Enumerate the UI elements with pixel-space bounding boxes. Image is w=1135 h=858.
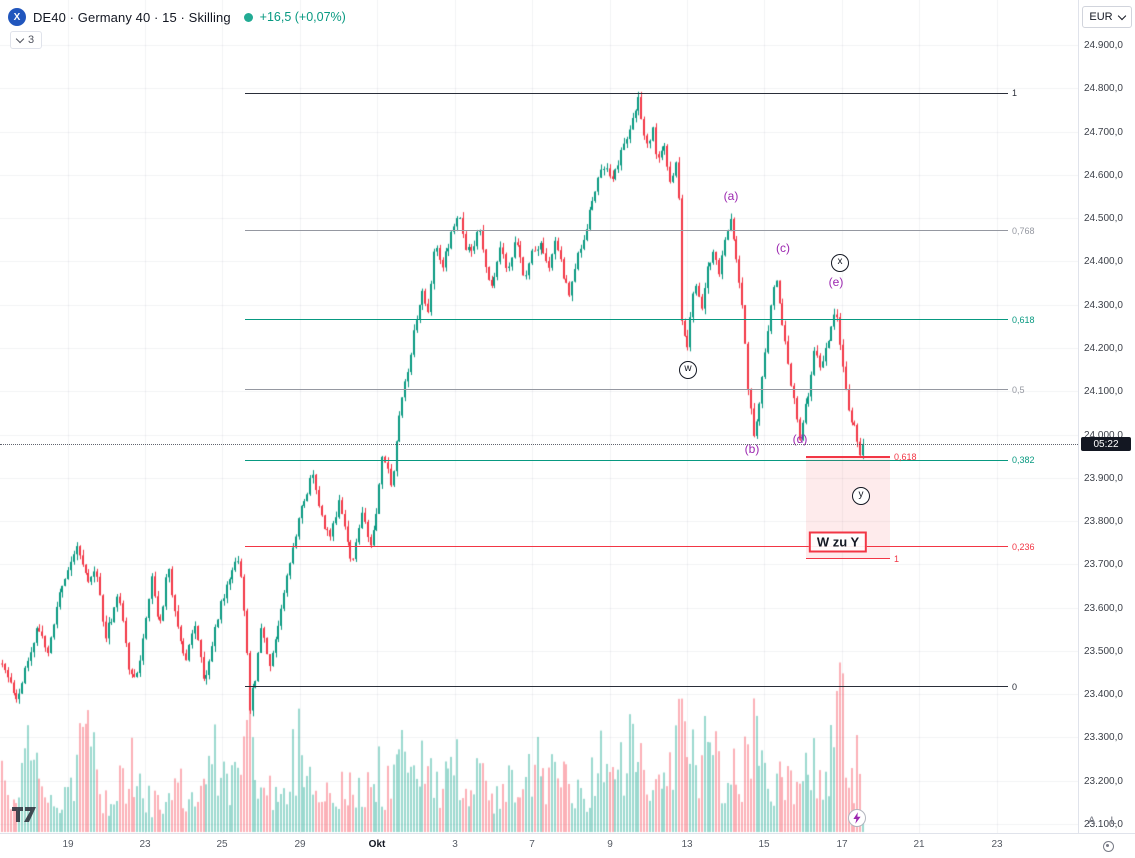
- price-tick-label: 24.700,0: [1084, 126, 1123, 138]
- currency-dropdown[interactable]: EUR: [1082, 6, 1132, 28]
- price-axis[interactable]: 24.900,0 24.800,0 24.700,0 24.600,0 24.500,0…: [1078, 0, 1135, 833]
- currency-label: EUR: [1089, 11, 1113, 23]
- chevron-down-icon: [1117, 11, 1126, 21]
- price-tick-label: 24.100,0: [1084, 386, 1123, 398]
- price-tick-label: 24.500,0: [1084, 213, 1123, 225]
- price-tick-label: 23.400,0: [1084, 689, 1123, 701]
- price-tick-label: 24.200,0: [1084, 342, 1123, 354]
- axis-settings-icon[interactable]: [1101, 839, 1115, 853]
- time-tick-label: 13: [681, 839, 693, 850]
- price-tick-label: 23.200,0: [1084, 775, 1123, 787]
- time-tick-label: 21: [913, 839, 925, 850]
- candlestick-chart[interactable]: [0, 0, 1078, 833]
- time-tick-label: 17: [836, 839, 848, 850]
- price-tick-label: 24.400,0: [1084, 256, 1123, 268]
- price-tick-label: 24.600,0: [1084, 169, 1123, 181]
- time-tick-label: 23: [991, 839, 1003, 850]
- price-tick-label: 24.300,0: [1084, 299, 1123, 311]
- chart-pane[interactable]: 1 0,768 0,618 0,5 0,382 0,236 0 0,618 1 (a) (b) (c)…: [0, 0, 1078, 833]
- quick-trade-lightning-icon[interactable]: [847, 808, 867, 833]
- price-change-value: +16,5 (+0,07%): [259, 10, 346, 24]
- market-status-icon[interactable]: [243, 12, 253, 22]
- time-tick-label: 15: [758, 839, 770, 850]
- lightning-bolt-icon: [848, 809, 866, 827]
- time-tick-label: 25: [216, 839, 228, 850]
- scale-buttons: A L: [1088, 815, 1116, 827]
- time-tick-label: 7: [529, 839, 535, 850]
- symbol-legend: X DE40 · Germany 40 · 15 · Skilling +16,…: [8, 8, 346, 26]
- price-tick-label: 24.000,0: [1084, 429, 1123, 441]
- time-tick-label: 23: [139, 839, 151, 850]
- countdown-badge: 05:22: [1081, 437, 1131, 451]
- time-tick-label: 9: [607, 839, 613, 850]
- time-tick-label: 29: [294, 839, 306, 850]
- auto-scale-button[interactable]: A: [1088, 815, 1096, 827]
- chevron-down-icon: [15, 34, 25, 44]
- price-tick-label: 23.700,0: [1084, 559, 1123, 571]
- tradingview-logo[interactable]: [12, 806, 42, 828]
- price-tick-label: 24.800,0: [1084, 83, 1123, 95]
- gear-icon: [1102, 840, 1114, 852]
- current-price-line: [0, 444, 1078, 445]
- time-tick-label: 3: [452, 839, 458, 850]
- price-tick-label: 24.900,0: [1084, 40, 1123, 51]
- symbol-logo-letter: X: [13, 11, 21, 23]
- time-tick-label: 19: [62, 839, 74, 850]
- price-tick-label: 23.600,0: [1084, 602, 1123, 614]
- price-tick-label: 23.900,0: [1084, 472, 1123, 484]
- hidden-items-count: 3: [28, 34, 35, 46]
- price-tick-label: 23.500,0: [1084, 645, 1123, 657]
- price-tick-label: 23.300,0: [1084, 732, 1123, 744]
- price-tick-label: 23.100,0: [1084, 819, 1123, 830]
- time-axis[interactable]: 19 23 25 29 Okt 3 7 9 13 15 17 21 23: [0, 833, 1135, 858]
- time-tick-label: Okt: [368, 839, 386, 850]
- object-tree-chip[interactable]: 3: [10, 31, 43, 49]
- symbol-logo-icon: X: [8, 8, 26, 26]
- symbol-title[interactable]: DE40 · Germany 40 · 15 · Skilling: [33, 9, 231, 25]
- price-tick-label: 23.800,0: [1084, 516, 1123, 528]
- tradingview-logo-icon: [12, 807, 36, 822]
- wave-group-label[interactable]: W zu Y: [808, 531, 868, 553]
- log-scale-button[interactable]: L: [1110, 815, 1117, 827]
